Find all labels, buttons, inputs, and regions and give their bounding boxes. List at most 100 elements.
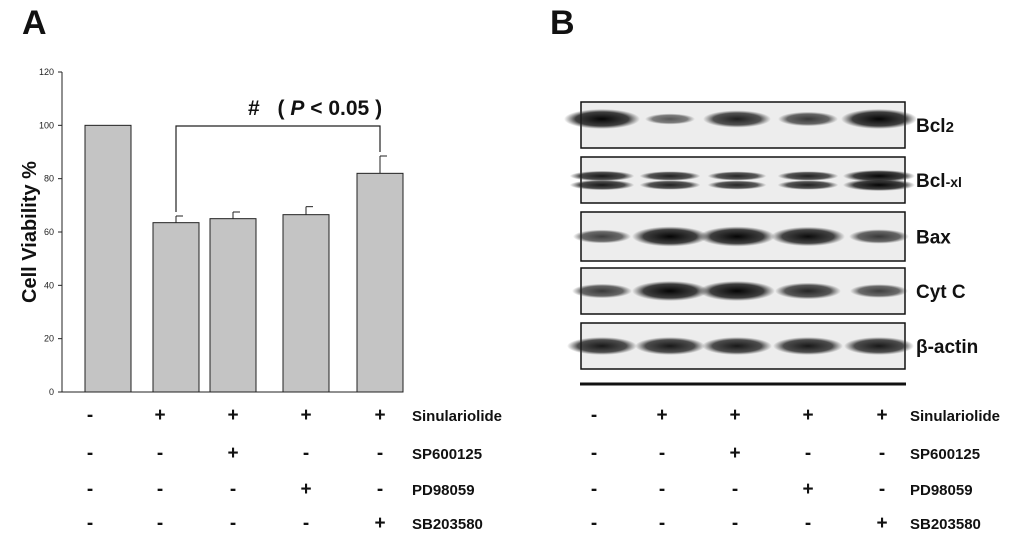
minus-symbol: - [87,405,93,426]
minus-symbol: - [377,479,383,500]
plus-symbol: + [154,405,165,426]
blot-band [632,281,708,301]
treatment-table-b: - + + + + Sinulariolide - - + - - SP600125 - - - + - PD98… [591,405,1000,534]
treatment-label: PD98059 [910,482,973,499]
protein-label: Bax [916,228,951,249]
blot-band [844,337,914,355]
blot-band [777,180,839,190]
blot-band [778,111,838,127]
significance-bracket: # ( P < 0.05 ) [175,97,382,212]
blot-band [569,170,635,182]
blot-band [841,109,917,129]
minus-symbol: - [230,479,236,500]
blot-band [702,337,772,355]
minus-symbol: - [87,443,93,464]
minus-symbol: - [879,479,885,500]
y-ticks: 0 20 40 60 80 100 120 [39,67,62,397]
blot-band [850,284,908,298]
plus-symbol: + [729,405,740,426]
minus-symbol: - [157,443,163,464]
minus-symbol: - [303,513,309,534]
blot-band [699,226,775,247]
bar [209,218,257,393]
bar [282,214,330,393]
minus-symbol: - [157,479,163,500]
minus-symbol: - [659,479,665,500]
plus-symbol: + [656,405,667,426]
protein-label: β-actin [916,337,978,358]
minus-symbol: - [87,479,93,500]
minus-symbol: - [879,443,885,464]
minus-symbol: - [591,479,597,500]
blot-band [699,281,775,301]
bar [84,124,132,393]
minus-symbol: - [303,443,309,464]
plus-symbol: + [300,405,311,426]
blot-band [572,283,632,299]
blot-band [645,113,695,125]
plus-symbol: + [802,479,813,500]
blot-band [771,226,845,247]
treatment-label: SP600125 [412,446,482,463]
y-tick-label: 20 [44,334,54,344]
plus-symbol: + [374,405,385,426]
plus-symbol: + [802,405,813,426]
blot-band [842,179,916,191]
treatment-label: PD98059 [412,482,475,499]
minus-symbol: - [805,513,811,534]
blot-band [569,179,635,191]
plus-symbol: + [227,405,238,426]
blot-band [707,171,767,181]
blot-band [777,171,839,181]
minus-symbol: - [230,513,236,534]
protein-name: Bcl [916,171,946,192]
minus-symbol: - [659,443,665,464]
y-tick-label: 100 [39,120,54,130]
treatment-label: SB203580 [412,516,483,533]
blot-band [849,229,909,244]
blot-band [639,180,701,190]
significance-label: # ( P < 0.05 ) [248,97,382,120]
minus-symbol: - [591,405,597,426]
p-open-paren: ( [278,97,285,120]
protein-name: Bcl [916,116,946,137]
plus-symbol: + [300,479,311,500]
treatment-label: Sinulariolide [412,408,502,425]
blot-band [842,170,916,182]
y-axis-label: Cell Viability % [19,161,41,303]
bar [356,172,404,393]
hash-symbol: # [248,97,260,120]
protein-subscript: -xl [946,174,962,190]
y-tick-label: 60 [44,227,54,237]
minus-symbol: - [377,443,383,464]
protein-label: Cyt C [916,282,966,303]
blot-band [567,337,637,355]
p-italic: P [290,97,305,120]
panel-b-letter: B [550,4,575,42]
bar-chart: 0 20 40 60 80 100 120 # ( P < 0.05 ) Cell Viab… [19,67,404,397]
protein-subscript: 2 [946,119,954,136]
y-tick-label: 120 [39,67,54,77]
plus-symbol: + [876,513,887,534]
blot-band [635,337,705,355]
plus-symbol: + [729,443,740,464]
y-tick-label: 40 [44,280,54,290]
plus-symbol: + [374,513,385,534]
blot-band [707,180,767,190]
minus-symbol: - [732,513,738,534]
plus-symbol: + [227,443,238,464]
treatment-table-a: - + + + + Sinulariolide - - + - - SP600125 - - - + - PD98… [87,405,502,534]
bar [152,222,200,393]
y-tick-label: 0 [49,387,54,397]
blot-band [564,109,640,129]
protein-name: Cyt C [916,282,966,303]
plus-symbol: + [876,405,887,426]
protein-name: Bax [916,228,951,249]
panel-a-letter: A [22,4,47,42]
blot-band [632,226,708,247]
minus-symbol: - [805,443,811,464]
treatment-label: SB203580 [910,516,981,533]
protein-label: Bcl-xl [916,171,962,192]
